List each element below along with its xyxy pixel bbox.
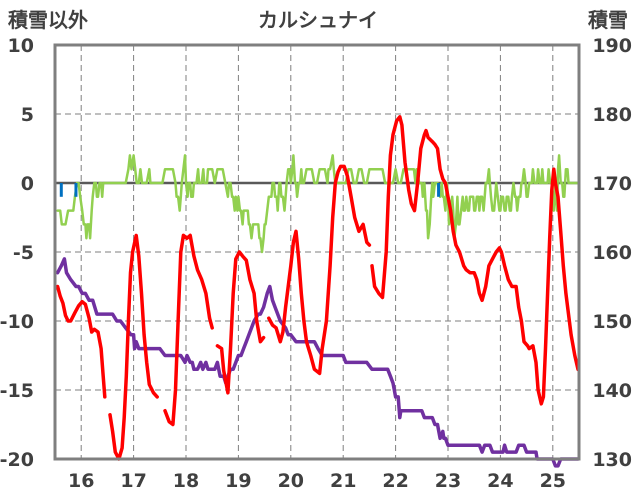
y-right-tick-label: 190 bbox=[592, 35, 632, 57]
temperature-line bbox=[55, 115, 580, 461]
y-right-tick-label: 150 bbox=[592, 311, 632, 333]
precipitation-bar bbox=[437, 183, 441, 197]
y-left-axis-label: 積雪以外 bbox=[8, 8, 88, 32]
snow_depth-line bbox=[55, 257, 580, 468]
y-left-tick-label: -10 bbox=[0, 311, 34, 333]
chart-title: カルシュナイ bbox=[258, 8, 378, 32]
x-tick-label: 25 bbox=[540, 470, 566, 492]
precipitation-bar bbox=[74, 183, 78, 197]
y-right-tick-label: 140 bbox=[592, 380, 632, 402]
y-right-tick-label: 130 bbox=[592, 449, 632, 471]
y-left-tick-label: 10 bbox=[8, 35, 34, 57]
y-right-tick-label: 170 bbox=[592, 173, 632, 195]
x-tick-label: 16 bbox=[68, 470, 94, 492]
tick-labels: 10 5 0 -5 -10 -15 -20 190 180 170 160 150 140 130 16 17… bbox=[0, 35, 632, 492]
x-tick-label: 23 bbox=[435, 470, 461, 492]
y-left-tick-label: 0 bbox=[21, 173, 34, 195]
wind-line bbox=[56, 154, 580, 254]
x-tick-label: 17 bbox=[120, 470, 146, 492]
x-tick-label: 24 bbox=[487, 470, 513, 492]
y-left-tick-label: -5 bbox=[13, 242, 34, 264]
x-tick-label: 21 bbox=[330, 470, 356, 492]
precipitation-bar bbox=[59, 183, 63, 197]
y-left-tick-label: 5 bbox=[21, 104, 34, 126]
x-tick-label: 18 bbox=[173, 470, 199, 492]
y-right-axis-label: 積雪 bbox=[588, 8, 628, 32]
y-left-tick-label: -15 bbox=[0, 380, 34, 402]
y-left-tick-label: -20 bbox=[0, 449, 34, 471]
plot-frame bbox=[53, 43, 581, 461]
x-tick-label: 20 bbox=[278, 470, 304, 492]
x-tick-label: 19 bbox=[225, 470, 251, 492]
y-right-tick-label: 160 bbox=[592, 242, 632, 264]
x-tick-label: 22 bbox=[382, 470, 408, 492]
plot-area bbox=[55, 115, 580, 468]
y-right-tick-label: 180 bbox=[592, 104, 632, 126]
